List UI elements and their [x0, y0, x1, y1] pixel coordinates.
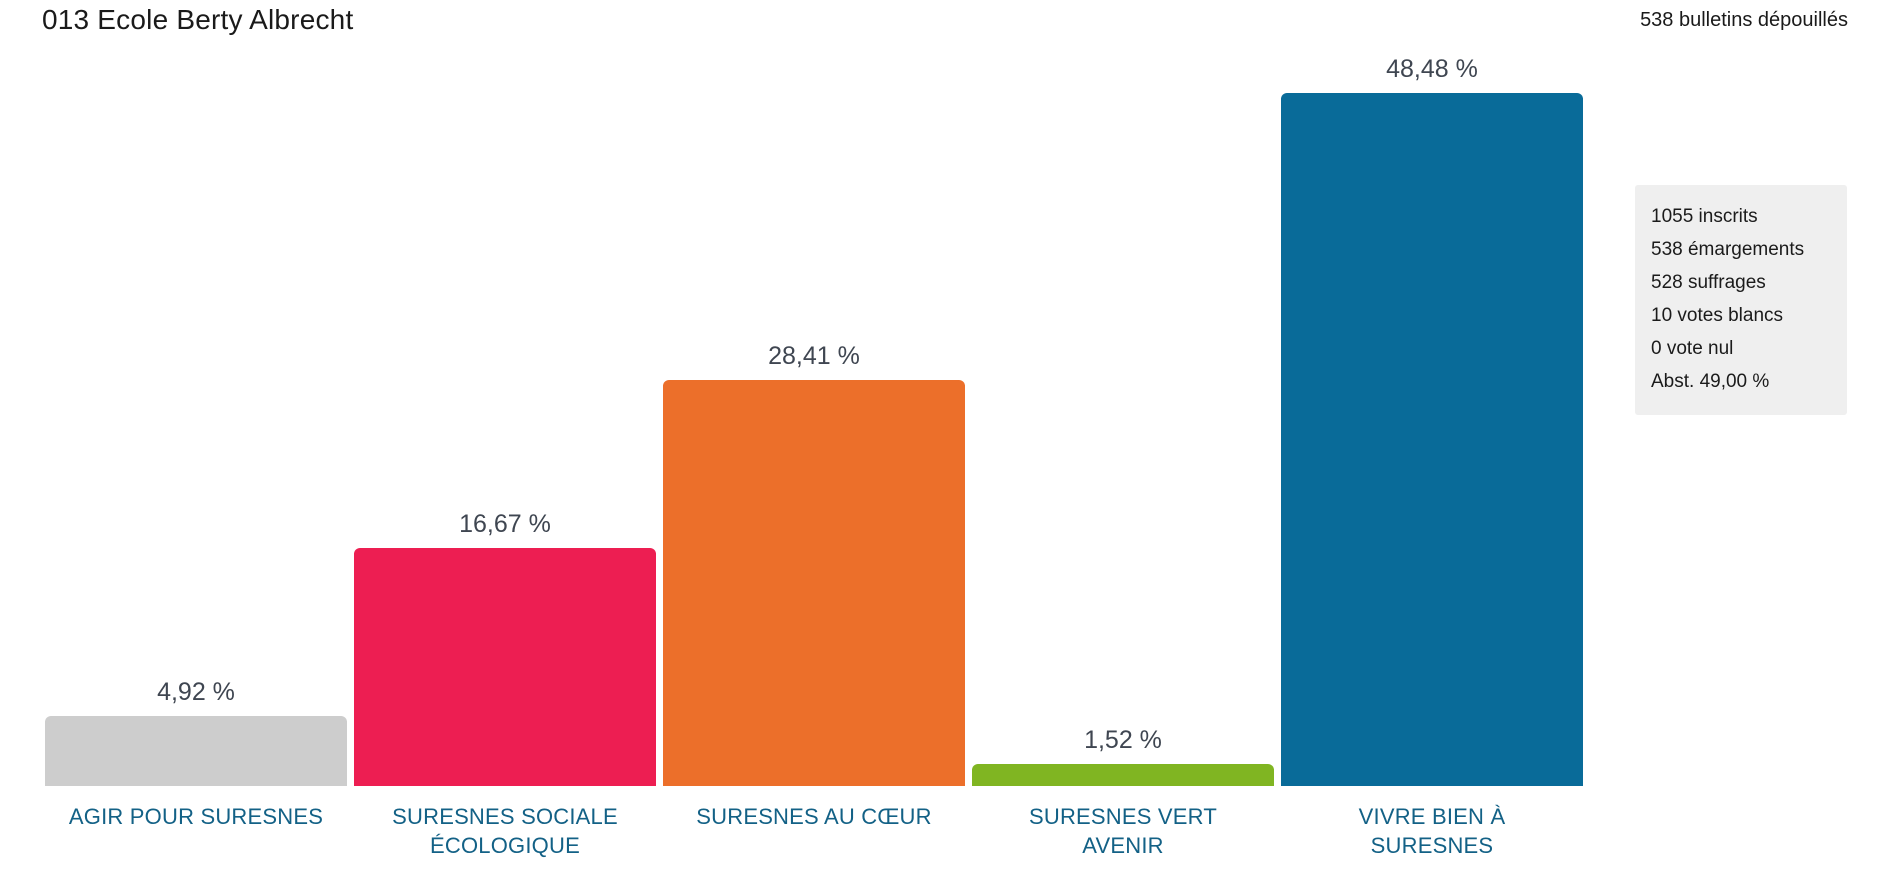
bar-category-label-line: VIVRE BIEN À: [1358, 804, 1506, 829]
bar: [1281, 93, 1583, 786]
bar-value-label: 48,48 %: [1386, 55, 1478, 83]
stat-abstention: Abst. 49,00 %: [1651, 371, 1770, 392]
bar: [354, 548, 656, 786]
bar-category-label: SURESNES SOCIALE ÉCOLOGIQUE: [354, 802, 656, 860]
bar-category-label-line: SURESNES VERT: [1028, 804, 1218, 829]
bars-row: 4,92 % 16,67 % 28,41 % 1,52 % 48,48 %: [45, 40, 1583, 786]
bar-value-label: 1,52 %: [1084, 726, 1162, 754]
bar-category-label-line: ÉCOLOGIQUE: [430, 833, 580, 858]
bar-value-label: 28,41 %: [768, 342, 860, 370]
bar: [972, 764, 1274, 786]
bar-column: 48,48 %: [1281, 55, 1583, 786]
stat-inscrits: 1055 inscrits: [1651, 206, 1758, 227]
page-title: 013 Ecole Berty Albrecht: [42, 4, 354, 35]
bar-column: 4,92 %: [45, 678, 347, 786]
bar-category-label: SURESNES AU CŒUR: [663, 802, 965, 860]
stat-vote-nul: 0 vote nul: [1651, 338, 1734, 359]
bar-category-label-line: SURESNES AU CŒUR: [696, 804, 932, 829]
bar-value-label: 4,92 %: [157, 678, 235, 706]
category-labels-row: AGIR POUR SURESNES SURESNES SOCIALE ÉCOLOG…: [45, 802, 1583, 860]
bar-category-label: SURESNES VERT AVENIR: [972, 802, 1274, 860]
bar-value-label: 16,67 %: [459, 510, 551, 538]
stats-panel: 1055 inscrits 538 émargements 528 suffra…: [1635, 185, 1847, 415]
bar-category-label-line: AVENIR: [1082, 833, 1164, 858]
bar-column: 16,67 %: [354, 510, 656, 786]
bar-column: 1,52 %: [972, 726, 1274, 786]
stat-suffrages: 528 suffrages: [1651, 272, 1766, 293]
bar-category-label-line: SURESNES SOCIALE: [392, 804, 618, 829]
bar-category-label-line: AGIR POUR SURESNES: [68, 804, 324, 829]
bulletins-count: 538 bulletins dépouillés: [1640, 9, 1848, 31]
bar-category-label-line: SURESNES: [1370, 833, 1494, 858]
bar-category-label: AGIR POUR SURESNES: [45, 802, 347, 860]
stat-emargements: 538 émargements: [1651, 239, 1805, 260]
bar-column: 28,41 %: [663, 342, 965, 786]
bar-category-label: VIVRE BIEN À SURESNES: [1281, 802, 1583, 860]
bar: [45, 716, 347, 786]
stat-votes-blancs: 10 votes blancs: [1651, 305, 1784, 326]
bar: [663, 380, 965, 786]
